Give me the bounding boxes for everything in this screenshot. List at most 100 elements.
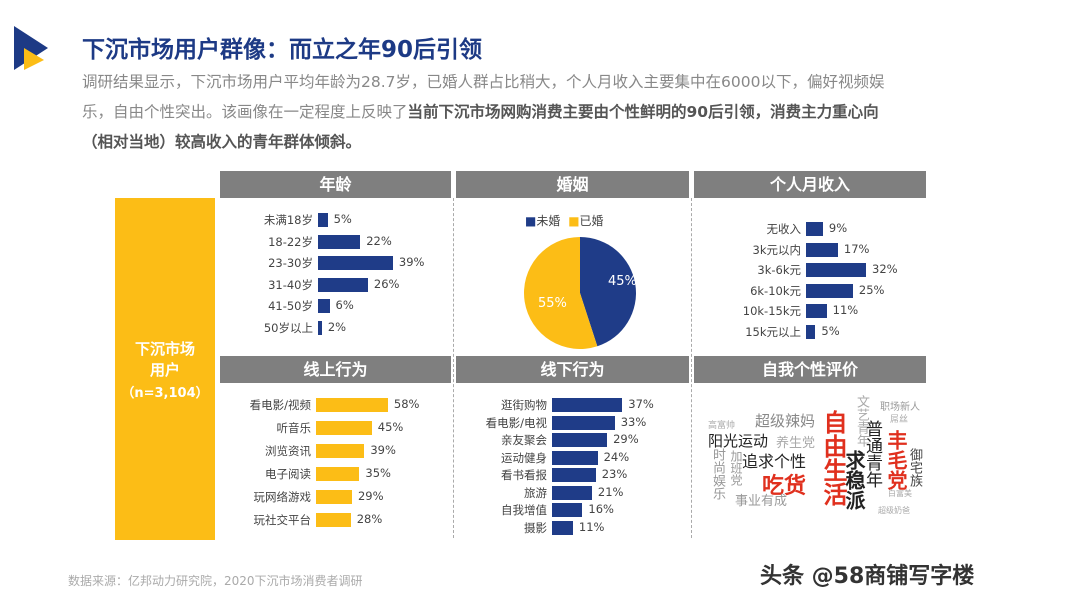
age-label: 50岁以上: [263, 320, 313, 335]
age-label: 41-50岁: [268, 299, 313, 313]
income-value: 32%: [872, 262, 898, 276]
cloud-word: 御宅族: [907, 448, 922, 487]
page-title: 下沉市场用户群像：而立之年90后引领: [82, 37, 483, 63]
pie-label-married: 55%: [538, 296, 567, 311]
online-value: 58%: [393, 397, 420, 411]
logo: [14, 26, 54, 74]
income-value: 17%: [843, 241, 870, 256]
description-line: 乐，自由个性突出。该画像在一定程度上反映了当前下沉市场网购消费主要由个性鲜明的9…: [82, 100, 879, 122]
pie-slice-married: [524, 237, 598, 349]
cloud-word: 职场新人: [880, 402, 920, 413]
watermark: 头条 @58商铺写字楼: [760, 564, 975, 589]
pie-slice-unmarried: [580, 237, 637, 347]
cloud-word: 白富美: [888, 489, 912, 498]
panel-header-age: 年龄: [220, 171, 451, 198]
cloud-word: 事业有成: [735, 494, 788, 509]
offline-value: 11%: [578, 519, 605, 534]
age-value: 39%: [398, 255, 425, 269]
cloud-word: 吃货: [762, 474, 807, 499]
age-bar: [318, 234, 361, 249]
cloud-word: 阳光运动: [708, 432, 769, 450]
income-bar: [806, 263, 866, 277]
online-label: 玩网络游戏: [253, 490, 312, 504]
panel-header-online: 线上行为: [220, 356, 451, 383]
age-bar: [318, 299, 330, 313]
age-label: 18-22岁: [268, 234, 313, 249]
offline-bar: [552, 468, 596, 482]
cloud-word: 高富帅: [708, 421, 736, 431]
age-label: 23-30岁: [268, 256, 313, 270]
cloud-word: 超级奶爸: [878, 506, 910, 515]
age-label: 未满18岁: [263, 213, 313, 227]
sample-label: 下沉市场: [134, 340, 195, 358]
sample-label: 用户: [149, 361, 180, 379]
offline-value: 21%: [597, 484, 624, 499]
age-value: 6%: [335, 298, 354, 312]
income-value: 25%: [858, 282, 885, 297]
online-label: 玩社交平台: [253, 513, 312, 527]
age-value: 22%: [366, 233, 392, 248]
age-value: 5%: [333, 212, 352, 226]
cloud-word: 超级辣妈: [755, 412, 816, 430]
cloud-word: 普通青年: [862, 420, 882, 488]
offline-bar: [552, 433, 608, 447]
offline-bar: [552, 520, 573, 535]
sample-box: 下沉市场 用户 （n=3,104）: [115, 198, 215, 540]
income-bar: [806, 222, 823, 236]
income-bar: [806, 304, 827, 318]
online-label: 电子阅读: [265, 467, 311, 481]
desc-text: 乐，自由个性突出。该画像在一定程度上反映了: [82, 103, 408, 121]
online-label: 看电影/视频: [249, 398, 311, 412]
online-bar: [316, 513, 351, 527]
online-bar: [316, 444, 365, 458]
online-bar: [316, 421, 372, 435]
divider: [453, 198, 454, 538]
age-value: 2%: [327, 319, 347, 334]
desc-highlight: 当前下沉市场网购消费主要由个性鲜明的90后引领，消费主力重心向: [407, 103, 879, 121]
legend-unmarried: 未婚: [536, 214, 561, 228]
cloud-word: 养生党: [776, 436, 816, 451]
age-label: 31-40岁: [268, 277, 313, 292]
online-value: 28%: [356, 512, 383, 526]
income-bar: [806, 283, 853, 298]
income-bar: [806, 242, 838, 257]
offline-bar: [552, 503, 583, 517]
marriage-legend: ■未婚 ■已婚: [525, 212, 604, 229]
divider: [691, 198, 692, 538]
offline-bar: [552, 415, 615, 430]
offline-bar: [552, 485, 592, 500]
source-note: 数据来源：亿邦动力研究院，2020下沉市场消费者调研: [68, 574, 363, 588]
income-label: 3k-6k元: [757, 263, 801, 277]
offline-value: 29%: [613, 432, 639, 446]
cloud-word: 时尚娱乐: [710, 448, 725, 500]
cloud-word: 加班党: [729, 450, 743, 486]
description-line: （相对当地）较高收入的青年群体倾斜。: [82, 130, 361, 152]
income-label: 6k-10k元: [750, 283, 801, 298]
offline-value: 33%: [620, 414, 647, 429]
online-bar: [316, 398, 388, 412]
age-value: 26%: [373, 276, 400, 291]
desc-highlight: （相对当地）较高收入的青年群体倾斜。: [82, 133, 362, 151]
legend-married: 已婚: [579, 214, 604, 228]
income-label: 10k-15k元: [742, 304, 801, 318]
offline-value: 16%: [588, 502, 614, 516]
income-label: 15k元以上: [745, 324, 801, 339]
offline-value: 23%: [601, 467, 628, 481]
offline-label: 旅游: [524, 485, 547, 500]
offline-label: 逛街购物: [501, 398, 547, 412]
offline-value: 37%: [628, 397, 654, 411]
description-line: 调研结果显示，下沉市场用户平均年龄为28.7岁，已婚人群占比稍大，个人月收入主要…: [82, 73, 885, 91]
income-value: 9%: [828, 221, 848, 235]
online-value: 29%: [357, 489, 384, 503]
panel-header-self: 自我个性评价: [694, 356, 926, 383]
income-label: 3k元以内: [752, 242, 801, 257]
offline-label: 运动健身: [501, 450, 547, 465]
pie-label-unmarried: 45%: [608, 274, 637, 289]
offline-label: 摄影: [524, 520, 547, 535]
cloud-word: 求稳派: [842, 450, 866, 510]
online-label: 浏览资讯: [265, 444, 311, 458]
cloud-word: 自由生活: [819, 410, 847, 506]
offline-label: 看电影/电视: [485, 415, 547, 430]
offline-label: 自我增值: [501, 503, 547, 517]
panel-header-offline: 线下行为: [456, 356, 689, 383]
